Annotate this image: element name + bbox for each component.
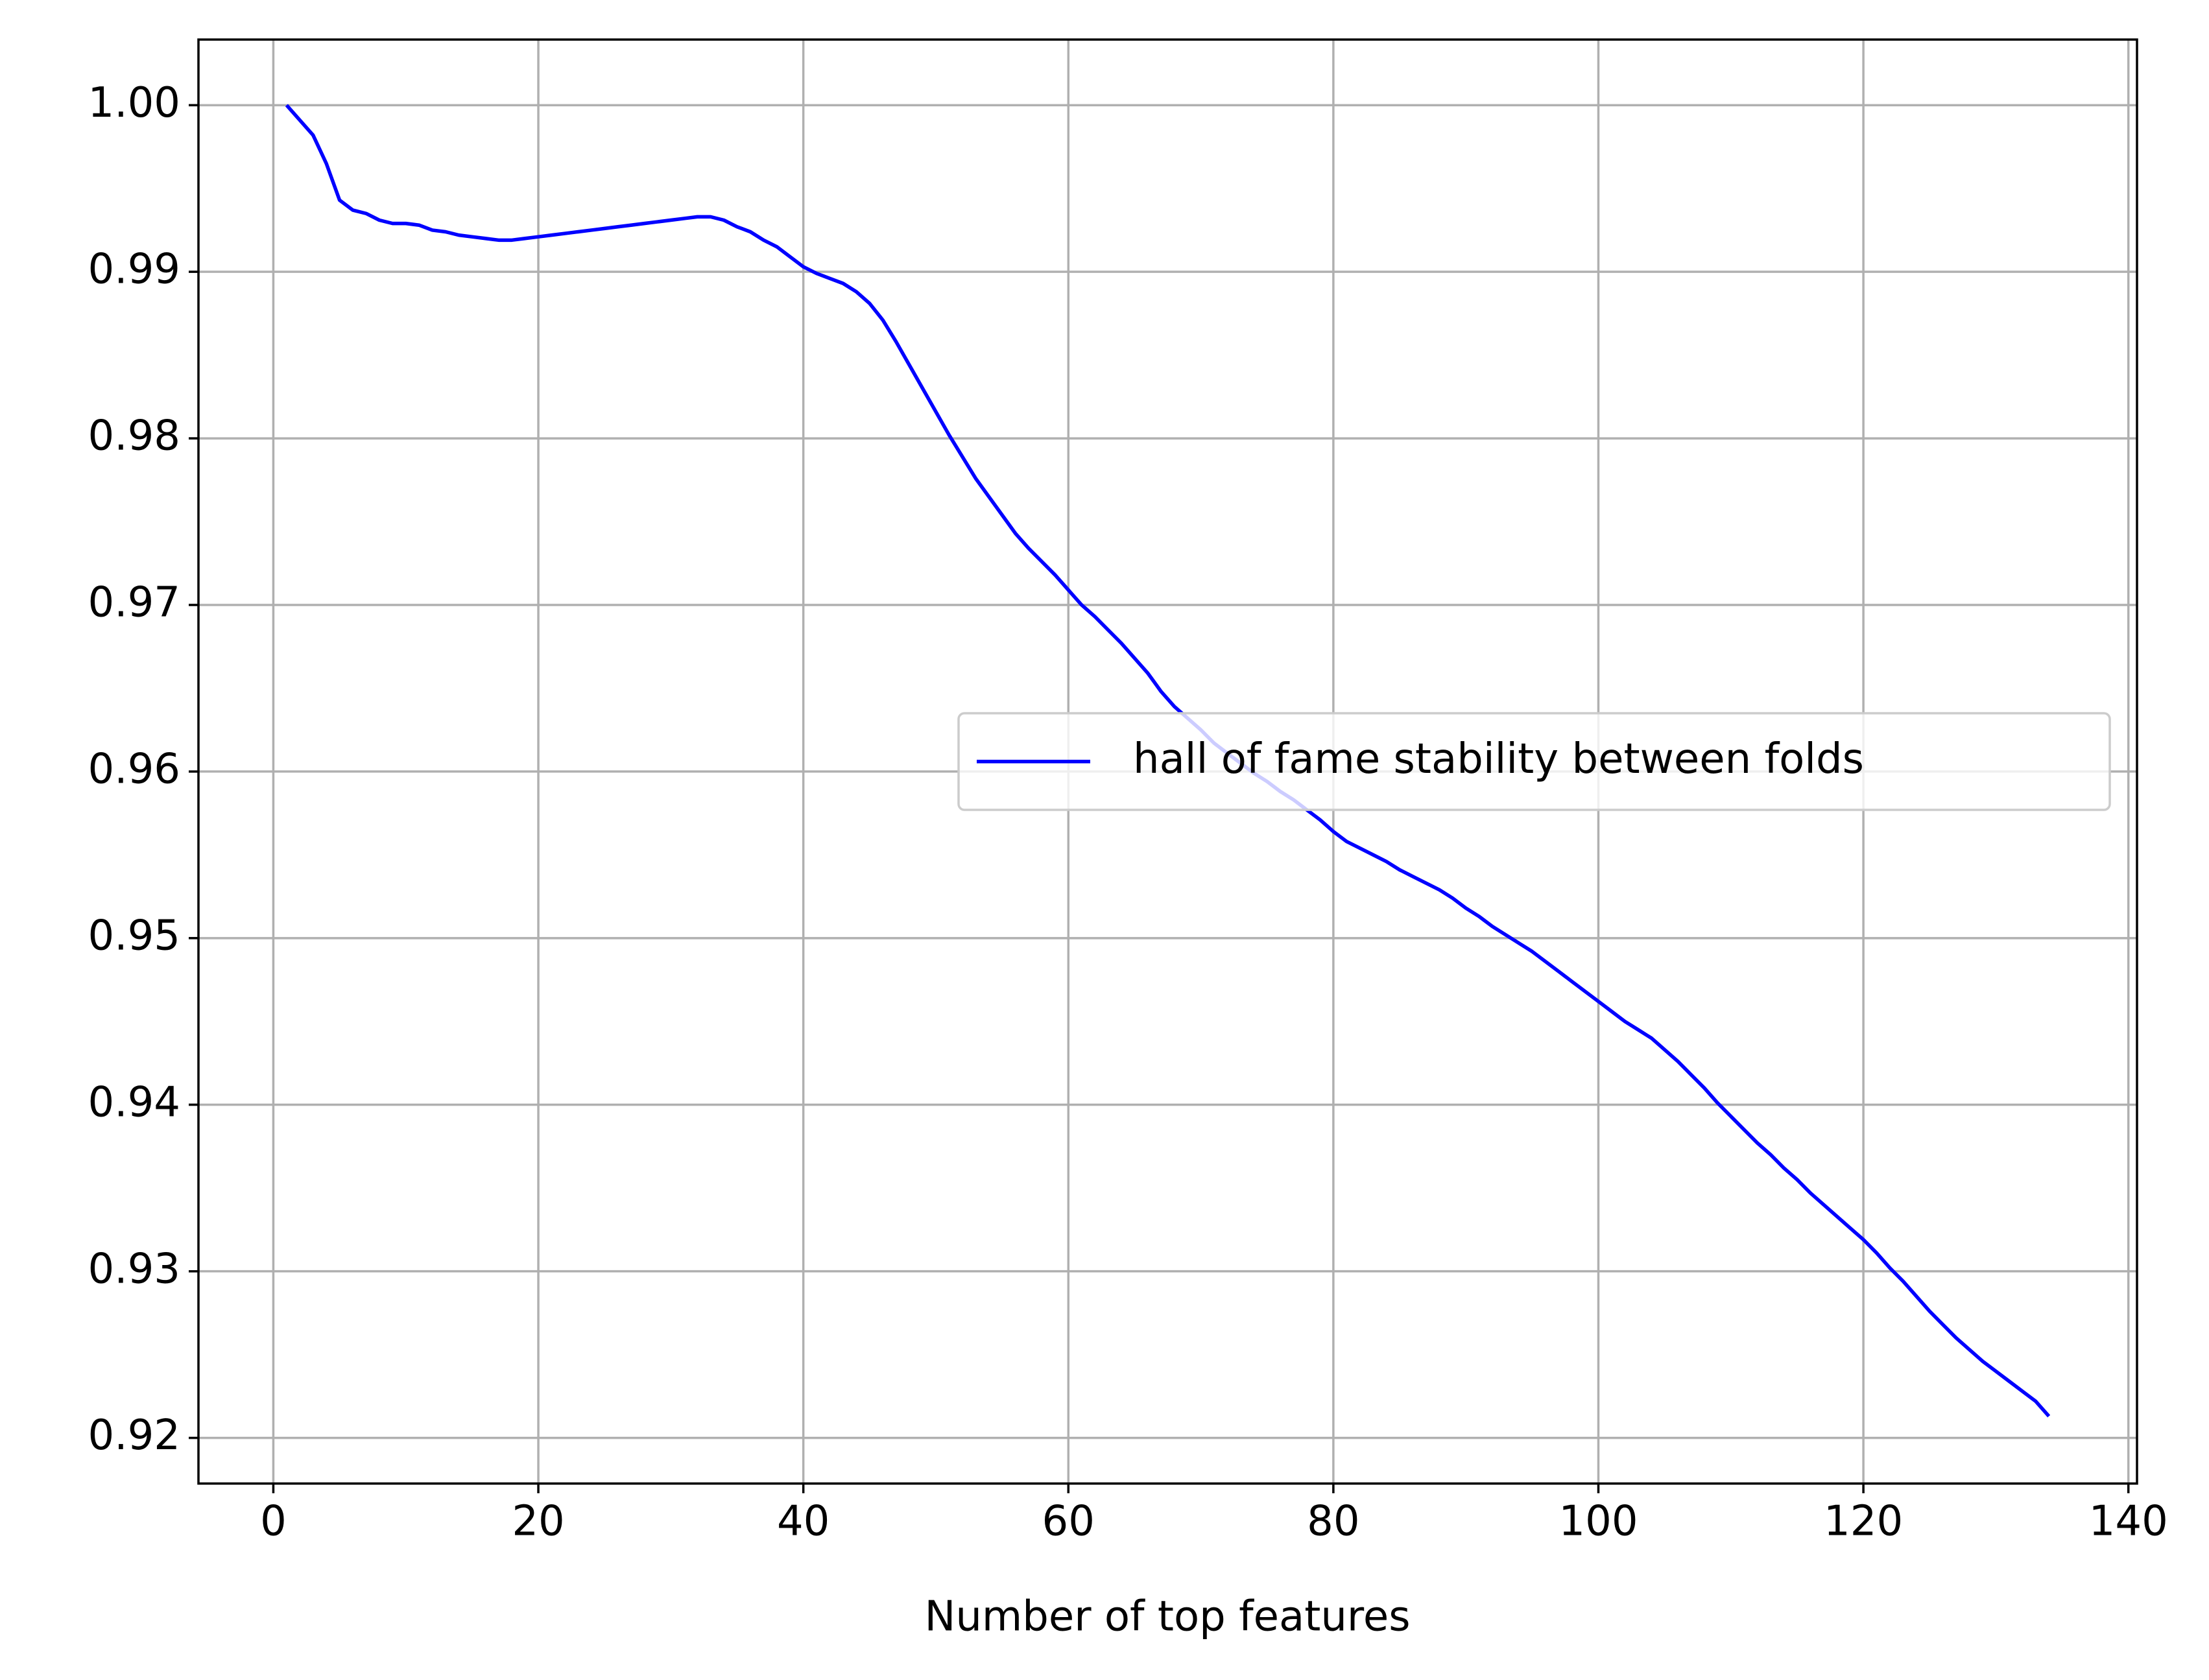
plot-frame [197, 38, 2138, 1485]
x-tick-label: 80 [1307, 1498, 1359, 1546]
y-tick-label: 0.95 [88, 912, 181, 960]
x-axis-label: Number of top features [924, 1593, 1410, 1641]
line-series [285, 104, 2051, 1418]
legend-box [957, 712, 2111, 811]
x-tick-label: 0 [260, 1498, 287, 1546]
legend-label: hall of fame stability between folds [1133, 735, 1864, 783]
y-tick-label: 0.92 [88, 1412, 181, 1460]
y-tick-label: 1.00 [88, 79, 181, 127]
y-tick-label: 0.94 [88, 1078, 181, 1126]
x-tick-label: 140 [2089, 1498, 2168, 1546]
x-tick-label: 100 [1558, 1498, 1638, 1546]
x-tick-label: 20 [512, 1498, 564, 1546]
y-tick-label: 0.97 [88, 579, 181, 627]
x-tick-label: 40 [777, 1498, 830, 1546]
y-tick-label: 0.98 [88, 412, 181, 460]
y-tick-label: 0.93 [88, 1245, 181, 1293]
x-tick-label: 60 [1042, 1498, 1095, 1546]
y-tick-label: 0.96 [88, 745, 181, 793]
legend: hall of fame stability between folds [957, 712, 2111, 811]
y-tick-label: 0.99 [88, 246, 181, 294]
x-tick-label: 120 [1824, 1498, 1903, 1546]
